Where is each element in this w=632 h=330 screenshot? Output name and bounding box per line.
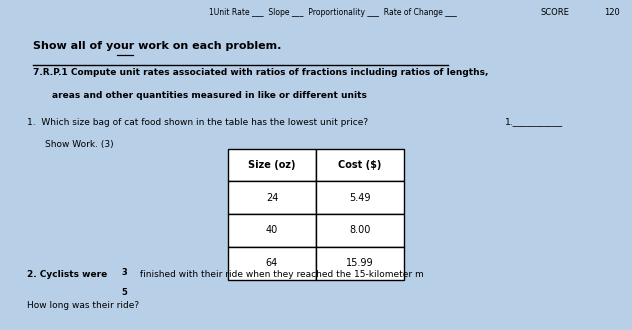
Text: How long was their ride?: How long was their ride? xyxy=(27,301,138,310)
Text: 64: 64 xyxy=(266,258,278,268)
Text: 40: 40 xyxy=(266,225,278,235)
Text: 1.  Which size bag of cat food shown in the table has the lowest unit price?: 1. Which size bag of cat food shown in t… xyxy=(27,117,368,126)
Text: 120: 120 xyxy=(604,8,619,17)
Text: 8.00: 8.00 xyxy=(349,225,371,235)
Bar xyxy=(228,214,316,247)
Text: 1Unit Rate ___  Slope ___  Proportionality ___  Rate of Change ___: 1Unit Rate ___ Slope ___ Proportionality… xyxy=(209,8,457,17)
Text: 7.R.P.1 Compute unit rates associated with ratios of fractions including ratios : 7.R.P.1 Compute unit rates associated wi… xyxy=(33,68,489,78)
Bar xyxy=(316,148,404,182)
Bar xyxy=(228,182,316,214)
Bar xyxy=(228,247,316,280)
Bar xyxy=(228,148,316,182)
Text: 5: 5 xyxy=(122,288,128,297)
Text: 3: 3 xyxy=(122,268,128,277)
Text: finished with their ride when they reached the 15-kilometer m: finished with their ride when they reach… xyxy=(137,270,423,279)
Text: areas and other quantities measured in like or different units: areas and other quantities measured in l… xyxy=(52,91,367,100)
Bar xyxy=(316,247,404,280)
Text: SCORE: SCORE xyxy=(540,8,569,17)
Text: Size (oz): Size (oz) xyxy=(248,160,296,170)
Text: Cost ($): Cost ($) xyxy=(338,160,382,170)
Text: 15.99: 15.99 xyxy=(346,258,374,268)
Text: Show Work. (3): Show Work. (3) xyxy=(46,141,114,149)
Text: 2. Cyclists were: 2. Cyclists were xyxy=(27,270,110,279)
Text: 5.49: 5.49 xyxy=(349,193,371,203)
Text: 1.___________: 1.___________ xyxy=(505,117,563,126)
Text: 24: 24 xyxy=(266,193,278,203)
Bar xyxy=(316,182,404,214)
Text: Show all of your work on each problem.: Show all of your work on each problem. xyxy=(33,41,281,51)
Bar xyxy=(316,214,404,247)
